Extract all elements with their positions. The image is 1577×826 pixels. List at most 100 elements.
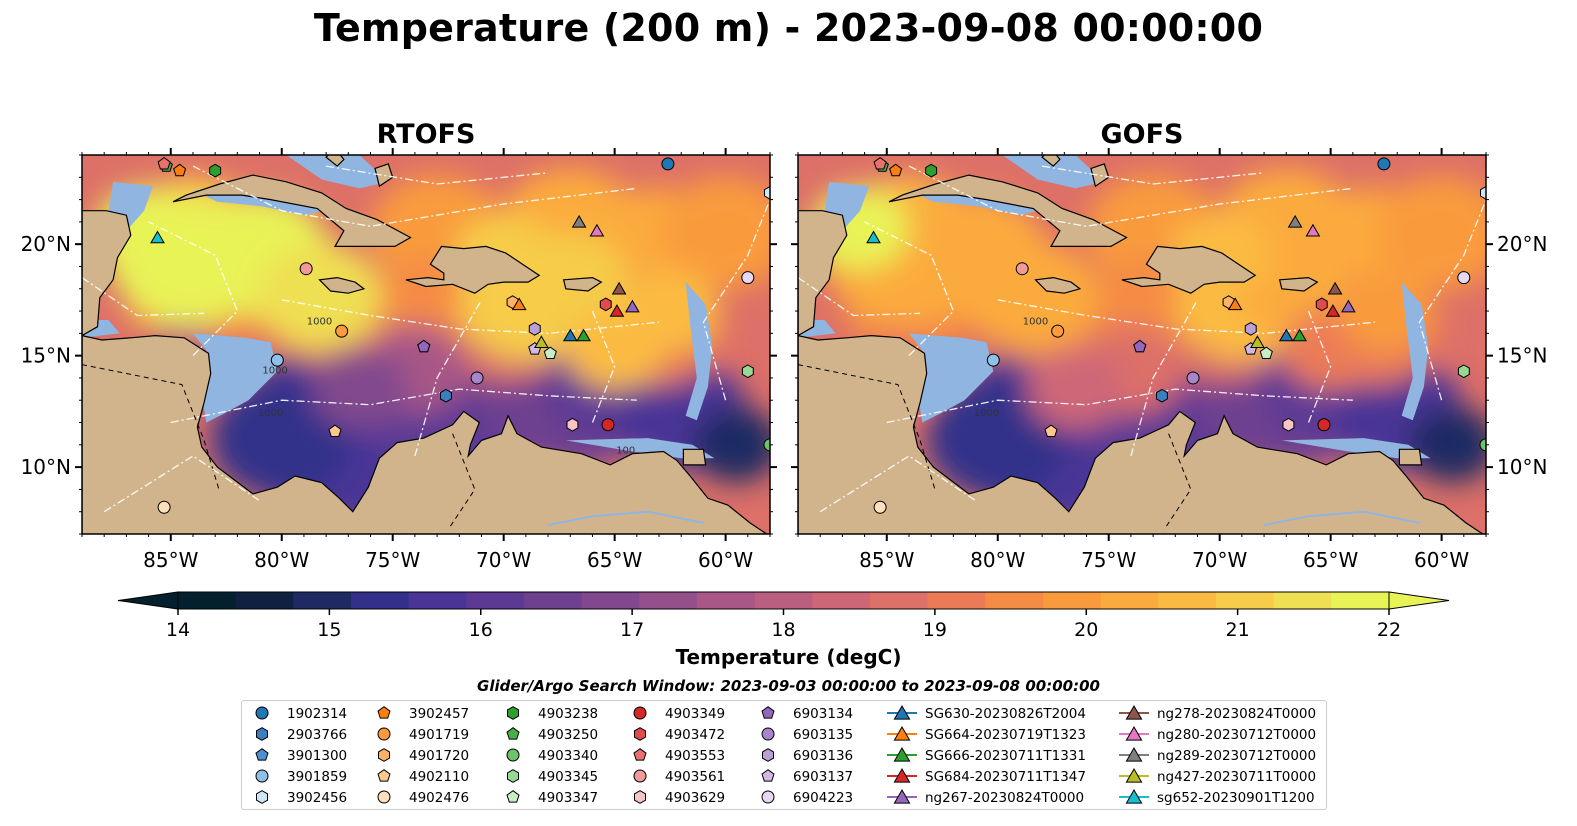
obs-marker	[741, 271, 755, 285]
obs-marker	[589, 223, 605, 237]
obs-marker	[173, 163, 187, 177]
legend-item: 4903349	[633, 706, 725, 722]
y-tick-label: 10°N	[1497, 455, 1547, 479]
legend-marker	[256, 727, 268, 741]
x-tick-label: 75°W	[365, 548, 420, 572]
obs-marker	[335, 324, 349, 338]
obs-marker	[661, 157, 675, 171]
obs-marker	[1341, 299, 1356, 313]
x-tick-label: 75°W	[1081, 548, 1136, 572]
temperature-patch	[692, 407, 770, 483]
legend-label: 6903136	[793, 748, 853, 764]
legend-item: 6903137	[761, 769, 853, 785]
x-tick-label: 85°W	[143, 548, 198, 572]
legend-marker	[507, 706, 519, 720]
map-area: 1000 1000 1000 100	[82, 155, 770, 534]
legend-marker	[255, 769, 269, 783]
legend-label: SG684-20230711T1347	[925, 769, 1086, 785]
obs-marker	[1457, 364, 1470, 379]
legend-label: ng289-20230712T0000	[1157, 748, 1316, 764]
obs-marker	[611, 281, 627, 295]
river-line	[547, 510, 704, 527]
obs-marker	[1479, 438, 1486, 452]
colorbar-swatch	[1100, 592, 1159, 609]
legend-label: ng280-20230712T0000	[1157, 727, 1316, 743]
contour-label: 1000	[1023, 316, 1048, 327]
legend-label: 4902110	[409, 769, 469, 785]
obs-marker	[543, 346, 557, 359]
legend-label: 4903347	[538, 790, 598, 806]
legend-label: 4903238	[538, 706, 598, 722]
temperature-patch	[1375, 176, 1486, 290]
legend-label: 4903349	[665, 706, 725, 722]
legend-label: 4901720	[409, 748, 469, 764]
legend-label: ng427-20230711T0000	[1157, 769, 1316, 785]
contour-label: 1000	[262, 365, 287, 376]
obs-marker	[1305, 223, 1321, 237]
obs-marker	[1156, 388, 1168, 403]
glider-track	[864, 221, 955, 357]
panel-title-gofs: GOFS	[1100, 119, 1184, 150]
obs-marker	[470, 371, 484, 385]
obs-marker	[328, 424, 342, 437]
legend-marker	[506, 790, 520, 803]
legend-marker	[634, 790, 646, 804]
legend-item: ng427-20230711T0000	[1119, 768, 1316, 785]
glider-track	[325, 165, 549, 185]
legend-title: Glider/Argo Search Window: 2023-09-03 00…	[477, 677, 1100, 695]
y-tick-label: 15°N	[1497, 344, 1547, 368]
colorbar-swatch	[1331, 592, 1390, 609]
legend-item: 1902314	[255, 706, 347, 722]
glider-track	[1307, 310, 1332, 423]
legend-item: 4903340	[506, 748, 598, 764]
legend-canvas: 1902314 2903766 3901300 3901859 3902456 39024…	[255, 705, 1316, 806]
land-puertoRico	[1278, 276, 1319, 292]
colorbar-swatch	[466, 592, 525, 609]
land-hispaniola	[1121, 245, 1257, 294]
legend-item: 4903250	[506, 727, 598, 743]
legend-item: ng280-20230712T0000	[1119, 726, 1316, 743]
obs-marker	[270, 353, 284, 367]
legend-label: 6903134	[793, 706, 853, 722]
obs-marker	[1250, 335, 1265, 348]
legend-marker	[377, 706, 391, 719]
obs-marker	[1327, 281, 1343, 295]
x-tick-label: 65°W	[1303, 548, 1358, 572]
obs-marker	[209, 163, 222, 178]
land-cuba	[888, 174, 1128, 247]
legend-marker	[1125, 705, 1143, 720]
legend-marker	[761, 727, 775, 741]
legend-label: 1902314	[287, 706, 347, 722]
colorbar-swatch	[581, 592, 640, 609]
map-panel-gofs: 1000 1000 85°W 80°W 75°W 70°W 65°W 60°W 10°N 15°N…	[791, 148, 1547, 572]
obs-marker	[534, 335, 549, 348]
land-jamaica	[318, 276, 366, 294]
colorbar-swatch	[697, 592, 756, 609]
obs-marker	[1259, 346, 1273, 359]
obs-marker	[157, 156, 171, 170]
legend-item: 4903472	[634, 727, 725, 743]
border-line	[798, 364, 937, 492]
legend-label: 6903135	[793, 727, 853, 743]
glider-track	[148, 221, 239, 357]
legend-item: ng289-20230712T0000	[1119, 747, 1316, 764]
figure-title: Temperature (200 m) - 2023-09-08 00:00:0…	[313, 6, 1264, 50]
legend-item: 4901720	[378, 748, 469, 764]
legend-item: ng267-20230824T0000	[887, 789, 1084, 806]
legend-marker	[377, 727, 391, 741]
obs-marker	[157, 500, 171, 514]
land-honduras	[82, 334, 768, 534]
colorbar-swatch	[1158, 592, 1217, 609]
obs-marker	[986, 353, 1000, 367]
obs-marker	[1480, 186, 1486, 200]
colorbar-swatch	[1216, 592, 1275, 609]
legend-label: SG664-20230719T1323	[925, 727, 1086, 743]
land-belize	[798, 210, 848, 337]
colorbar-swatch	[293, 592, 352, 609]
colorbar-swatch	[1043, 592, 1102, 609]
obs-marker	[571, 214, 587, 228]
glider-track	[1041, 165, 1265, 185]
x-tick-label: 85°W	[859, 548, 914, 572]
legend-label: 3901300	[287, 748, 347, 764]
